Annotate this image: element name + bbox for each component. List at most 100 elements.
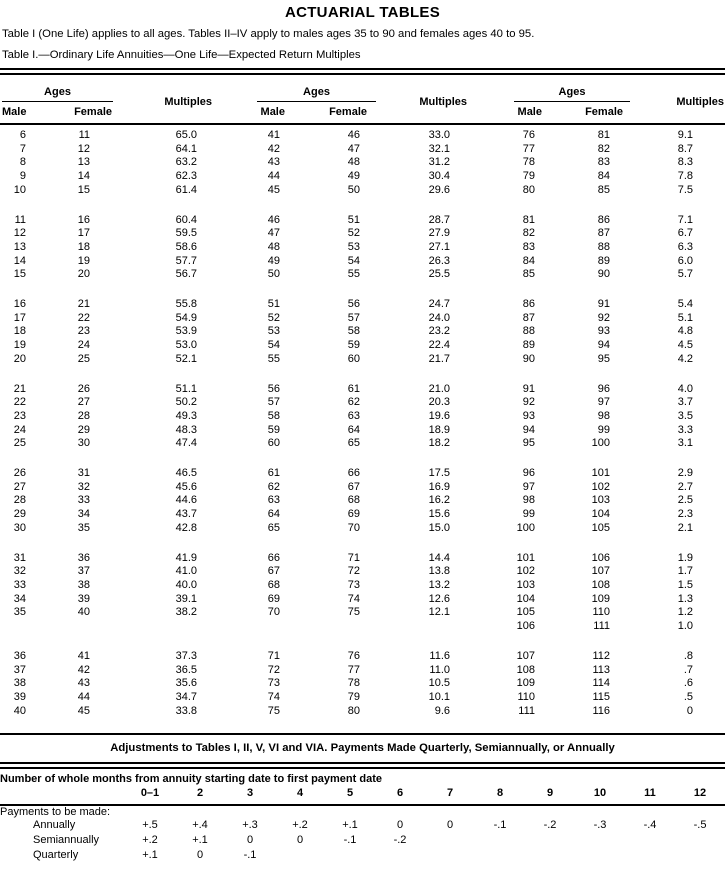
table-cell: 18 bbox=[13, 325, 26, 338]
table-cell: 60 bbox=[267, 437, 280, 450]
table-cell: 24.0 bbox=[428, 311, 450, 324]
table-cell: 10.5 bbox=[428, 677, 450, 690]
table-cell: 90 bbox=[522, 352, 535, 365]
table-cell: 86 bbox=[522, 298, 535, 311]
table-cell: 56.7 bbox=[175, 268, 197, 281]
table-cell: 80 bbox=[522, 183, 535, 196]
table-cell: 61 bbox=[347, 382, 360, 395]
table-cell: 48.3 bbox=[175, 423, 197, 436]
payment-adjustment-row: Semiannually +.2 +.1 0 0 -.1 -.2 bbox=[0, 833, 725, 848]
table-cell: 14 bbox=[13, 254, 26, 267]
table-cell: 32 bbox=[77, 480, 90, 493]
months-caption-row: Number of whole months from annuity star… bbox=[0, 773, 725, 785]
table-row: 8 13 63.2 43 48 31.2 78 83 8.3 bbox=[0, 156, 725, 170]
table-cell: 39 bbox=[13, 690, 26, 703]
adjustment-value: -.3 bbox=[593, 819, 607, 832]
table-cell: 108 bbox=[591, 578, 610, 591]
table-cell: 1.2 bbox=[677, 606, 693, 619]
table-cell: 7.8 bbox=[677, 170, 693, 183]
table-cell: 24 bbox=[77, 339, 90, 352]
table-cell: 64 bbox=[267, 508, 280, 521]
ages-group3-header: Ages bbox=[467, 80, 646, 102]
table-cell: 12.6 bbox=[428, 592, 450, 605]
table-cell: 22.4 bbox=[428, 339, 450, 352]
adjustment-value bbox=[425, 833, 475, 848]
female-group3-header: Female bbox=[549, 102, 646, 125]
table-cell: 95 bbox=[597, 352, 610, 365]
table-cell: 87 bbox=[597, 227, 610, 240]
table-cell: 38 bbox=[13, 677, 26, 690]
adjustments-table: Number of whole months from annuity star… bbox=[0, 773, 725, 863]
table-cell: 100 bbox=[591, 437, 610, 450]
table-cell: 44.6 bbox=[175, 494, 197, 507]
table-cell: 20 bbox=[13, 352, 26, 365]
table-cell: 19.6 bbox=[428, 409, 450, 422]
table-row: 106 111 1.0 bbox=[0, 620, 725, 634]
table-cell: 57 bbox=[347, 311, 360, 324]
table-cell: 26.3 bbox=[428, 254, 450, 267]
table-cell: 112 bbox=[592, 649, 610, 662]
table-cell: 5.4 bbox=[677, 298, 693, 311]
table-cell: 30 bbox=[13, 521, 26, 534]
adjustment-value: +.1 bbox=[142, 849, 158, 862]
table-cell: 31.2 bbox=[428, 156, 450, 169]
table-cell: 4.8 bbox=[677, 325, 693, 338]
table-cell: 44 bbox=[77, 690, 90, 703]
table-row: 35 40 38.2 70 75 12.1 105 110 1.2 bbox=[0, 606, 725, 620]
table-cell: 67 bbox=[267, 565, 280, 578]
table-cell: 82 bbox=[522, 227, 535, 240]
table-cell: 13 bbox=[13, 240, 26, 253]
table-cell: 0 bbox=[686, 704, 693, 717]
table-cell: 105 bbox=[591, 521, 610, 534]
table-cell: 10 bbox=[13, 183, 26, 196]
table-cell: 113 bbox=[592, 663, 610, 676]
month-columns-row: 0–1 2 3 4 5 6 7 8 9 10 11 12 bbox=[0, 785, 725, 807]
table-cell: 22 bbox=[77, 311, 90, 324]
month-column-header: 2 bbox=[175, 785, 225, 807]
table-cell: 70 bbox=[347, 521, 360, 534]
table-cell: 79 bbox=[347, 690, 360, 703]
table-cell: 1.7 bbox=[677, 565, 693, 578]
multiples-group3-header: Multiples bbox=[646, 80, 725, 125]
table-cell: 40 bbox=[77, 606, 90, 619]
month-column-header: 11 bbox=[625, 785, 675, 807]
adjustment-value: +.4 bbox=[192, 819, 208, 832]
table-cell: 108 bbox=[516, 663, 535, 676]
table-cell: 84 bbox=[597, 170, 610, 183]
table-cell: 59.5 bbox=[175, 227, 197, 240]
table-cell: 69 bbox=[347, 508, 360, 521]
table-cell: 56 bbox=[267, 382, 280, 395]
table-row: 6 11 65.0 41 46 33.0 76 81 9.1 bbox=[0, 124, 725, 143]
table-cell: 50.2 bbox=[175, 396, 197, 409]
table-cell: 11 bbox=[14, 213, 26, 226]
table-cell: 48 bbox=[347, 156, 360, 169]
table-cell: 110 bbox=[517, 690, 535, 703]
table-cell: 48 bbox=[267, 240, 280, 253]
adjustment-value bbox=[525, 833, 575, 848]
adjustment-value: 0 bbox=[246, 834, 254, 847]
table-cell: 19 bbox=[13, 339, 26, 352]
table-cell: 49.3 bbox=[175, 409, 197, 422]
table-row: 17 22 54.9 52 57 24.0 87 92 5.1 bbox=[0, 312, 725, 326]
table-cell: 1.9 bbox=[677, 551, 693, 564]
table-cell: 21 bbox=[77, 298, 90, 311]
table-cell: 8 bbox=[19, 156, 26, 169]
table-row: 12 17 59.5 47 52 27.9 82 87 6.7 bbox=[0, 227, 725, 241]
table-cell: .5 bbox=[683, 690, 693, 703]
table-cell: 43 bbox=[77, 677, 90, 690]
table-row: 34 39 39.1 69 74 12.6 104 109 1.3 bbox=[0, 593, 725, 607]
table-cell: 106 bbox=[591, 551, 610, 564]
table-cell: 39.1 bbox=[175, 592, 197, 605]
table-cell: 27 bbox=[13, 480, 26, 493]
table-cell: 64.1 bbox=[175, 142, 197, 155]
month-column-header: 0–1 bbox=[125, 785, 175, 807]
table-cell: 29.6 bbox=[428, 183, 450, 196]
table-cell: 31 bbox=[13, 551, 26, 564]
table-cell: 63.2 bbox=[175, 156, 197, 169]
table-cell: 99 bbox=[597, 423, 610, 436]
table-cell: 33.8 bbox=[175, 704, 197, 717]
table-cell bbox=[0, 620, 30, 634]
table-cell: 105 bbox=[516, 606, 535, 619]
payments-group-row: Payments to be made: bbox=[0, 805, 725, 818]
table-cell: 66 bbox=[267, 551, 280, 564]
